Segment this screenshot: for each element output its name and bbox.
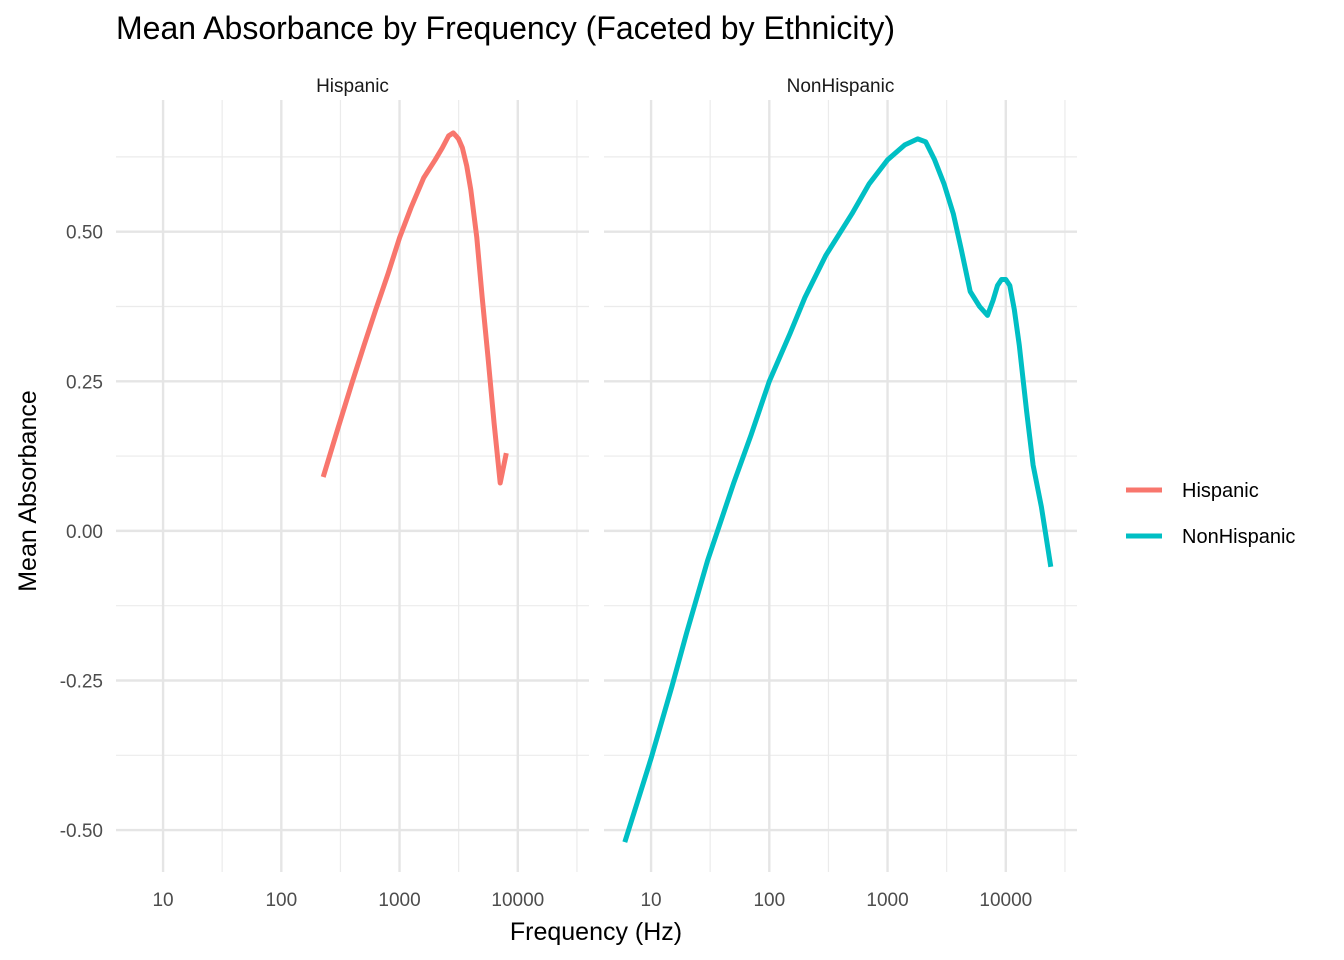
y-axis-title: Mean Absorbance [14, 390, 42, 592]
x-tick-label: 100 [265, 890, 297, 911]
x-tick-labels: 10 100 1000 10000 10 100 1000 10000 [152, 890, 1032, 911]
facet-panel-nonhispanic [604, 100, 1077, 872]
x-tick-label: 10 [640, 890, 661, 911]
series-line-hispanic [320, 130, 509, 486]
x-axis-title: Frequency (Hz) [510, 918, 682, 946]
x-tick-label: 1000 [866, 890, 908, 911]
legend-item-hispanic: Hispanic [1126, 480, 1259, 502]
y-tick-labels: 0.50 0.25 0.00 -0.25 -0.50 [60, 223, 103, 842]
x-tick-label: 1000 [378, 890, 420, 911]
y-tick-label: 0.00 [66, 522, 103, 543]
legend-label: NonHispanic [1182, 526, 1295, 548]
facet-strip-label: NonHispanic [787, 76, 895, 97]
legend-label: Hispanic [1182, 480, 1259, 502]
facet-strip-labels: Hispanic NonHispanic [316, 76, 894, 97]
legend-item-nonhispanic: NonHispanic [1126, 526, 1295, 548]
legend: Hispanic NonHispanic [1126, 480, 1295, 548]
facet-strip-label: Hispanic [316, 76, 389, 97]
y-tick-label: -0.50 [60, 821, 103, 842]
x-tick-label: 10 [152, 890, 173, 911]
y-tick-label: 0.50 [66, 223, 103, 244]
facet-panel-hispanic [116, 100, 589, 872]
y-tick-label: 0.25 [66, 372, 103, 393]
x-tick-label: 100 [753, 890, 785, 911]
x-tick-label: 10000 [979, 890, 1032, 911]
x-tick-label: 10000 [491, 890, 544, 911]
series-line-nonhispanic [622, 136, 1054, 843]
facet-panels [116, 100, 1077, 872]
y-tick-label: -0.25 [60, 671, 103, 692]
chart-title: Mean Absorbance by Frequency (Faceted by… [116, 10, 896, 46]
